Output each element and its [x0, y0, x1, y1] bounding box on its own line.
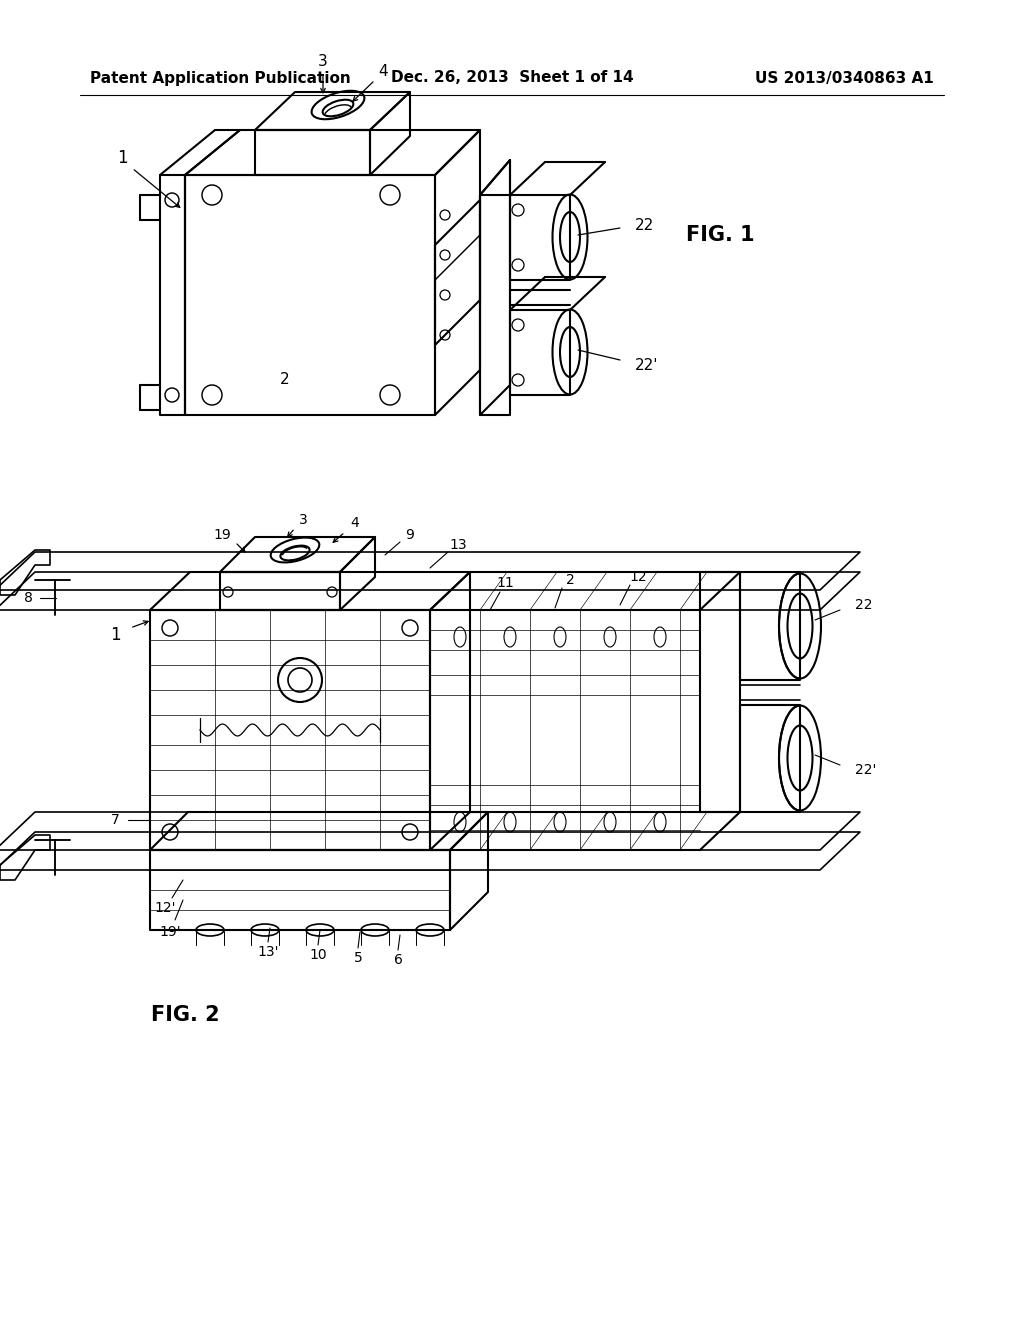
- Text: 10: 10: [309, 948, 327, 962]
- Text: 19: 19: [213, 528, 230, 543]
- Text: Patent Application Publication: Patent Application Publication: [90, 70, 351, 86]
- Text: 3: 3: [299, 513, 307, 527]
- Text: 12: 12: [629, 570, 647, 583]
- Text: US 2013/0340863 A1: US 2013/0340863 A1: [756, 70, 934, 86]
- Text: 9: 9: [406, 528, 415, 543]
- Text: 13: 13: [450, 539, 467, 552]
- Text: 19': 19': [159, 925, 181, 939]
- Text: 2: 2: [565, 573, 574, 587]
- Text: 1: 1: [110, 626, 120, 644]
- Text: 22: 22: [635, 218, 654, 232]
- Text: Dec. 26, 2013  Sheet 1 of 14: Dec. 26, 2013 Sheet 1 of 14: [391, 70, 633, 86]
- Text: 11: 11: [496, 576, 514, 590]
- Text: 4: 4: [378, 65, 388, 79]
- Text: 12': 12': [155, 902, 176, 915]
- Text: 3: 3: [318, 54, 328, 70]
- Text: 13': 13': [257, 945, 279, 960]
- Text: 4: 4: [350, 516, 359, 531]
- Text: FIG. 1: FIG. 1: [686, 224, 755, 246]
- Text: 6: 6: [393, 953, 402, 968]
- Text: 5: 5: [353, 950, 362, 965]
- Text: 22': 22': [855, 763, 877, 777]
- Text: 2: 2: [281, 372, 290, 388]
- Text: 22': 22': [635, 358, 658, 372]
- Text: 8: 8: [24, 591, 33, 605]
- Text: FIG. 2: FIG. 2: [151, 1005, 219, 1026]
- Text: 1: 1: [117, 149, 127, 168]
- Text: 22: 22: [855, 598, 872, 612]
- Text: 7: 7: [111, 813, 120, 828]
